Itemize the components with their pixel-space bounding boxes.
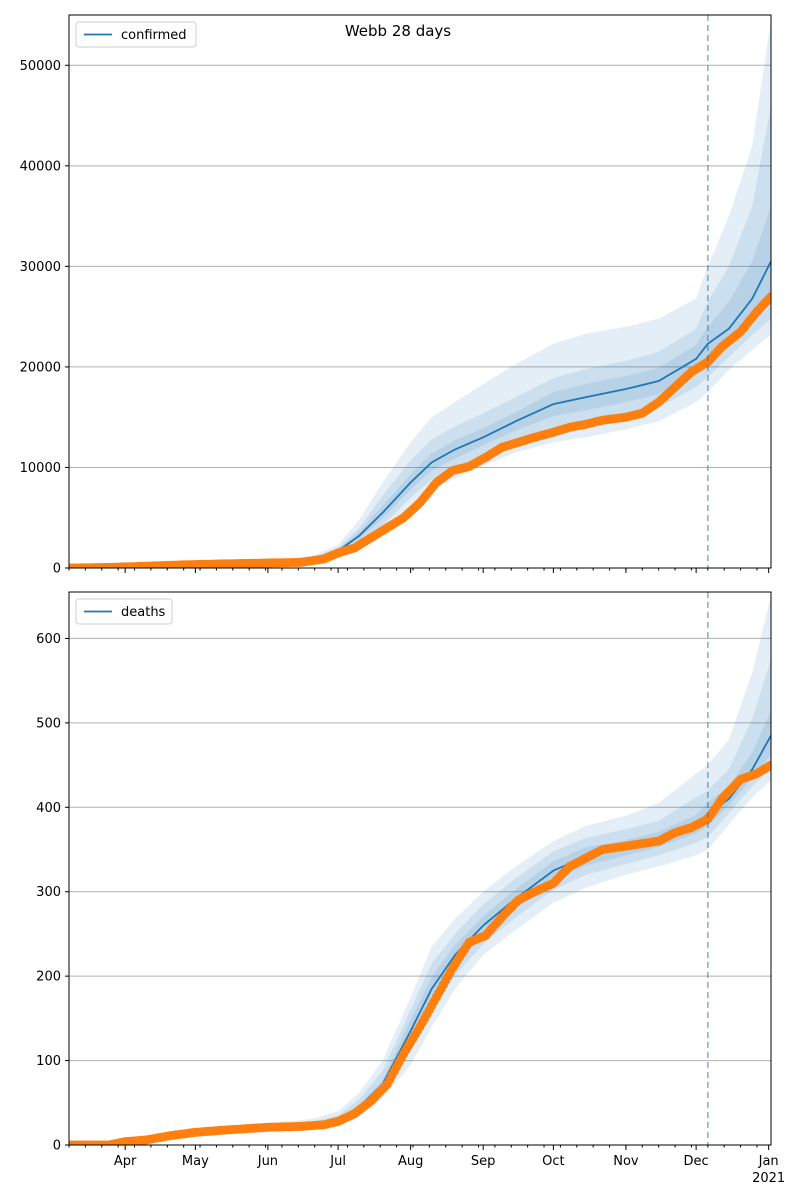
y-tick-label: 300 [36,885,61,900]
chart-panels: 0 10000 20000 30000 40000 50000 confirmed 0 100 2… [20,14,785,1186]
legend: confirmed [75,21,197,48]
y-tick-label: 100 [36,1054,61,1069]
y-tick-label: 40000 [20,159,61,174]
x-tick-label: May [182,1154,209,1169]
plot-area [69,20,771,568]
x-tick-label: Jun [257,1154,278,1169]
y-tick-label: 400 [36,801,61,816]
uncertainty-band-95pct [69,596,771,1145]
x-tick-label: Nov [613,1154,639,1169]
y-tick-label: 600 [36,632,61,647]
grid-lines [69,64,771,468]
grid-lines [69,637,771,1062]
x-tick-label: Sep [471,1154,496,1169]
legend-box [75,21,197,48]
legend-box [75,598,173,625]
plot-area [69,596,771,1145]
x-tick-label: Dec [684,1154,709,1169]
y-tick-label: 20000 [20,360,61,375]
observed-point [766,760,771,770]
y-tick-label: 10000 [20,461,61,476]
observed-points [69,292,771,568]
legend-label: confirmed [121,28,187,43]
uncertainty-band-95pct [69,20,771,568]
figure-title: Webb 28 days [345,22,451,40]
x-tick-label: Jul [329,1154,346,1169]
x-tick-label: Jan [758,1154,779,1169]
axes-frame [68,591,772,1146]
y-axis: 0 10000 20000 30000 40000 50000 [20,59,69,577]
y-tick-label: 500 [36,716,61,731]
x-axis [68,568,770,573]
observed-points [69,760,771,1145]
chart-panel-deaths: 0 100 200 300 400 500 600 Apr May Jun Jul Aug Sep Oct… [36,591,785,1186]
y-tick-label: 0 [53,562,61,577]
y-tick-label: 50000 [20,59,61,74]
x-tick-label: Oct [542,1154,564,1169]
uncertainty-band-80pct [69,105,771,568]
x-year-label: 2021 [752,1171,785,1186]
y-tick-label: 200 [36,970,61,985]
legend: deaths [75,598,173,625]
observed-point [766,292,771,301]
y-tick-label: 30000 [20,260,61,275]
legend-label: deaths [121,605,166,620]
y-axis: 0 100 200 300 400 500 600 [36,632,69,1154]
chart-panel-confirmed: 0 10000 20000 30000 40000 50000 confirmed [20,14,772,577]
x-tick-label: Aug [398,1154,423,1169]
axes-frame [68,14,772,569]
x-axis: Apr May Jun Jul Aug Sep Oct Nov Dec Jan 2021 [68,1145,785,1186]
x-tick-label: Apr [114,1154,137,1169]
y-tick-label: 0 [53,1139,61,1154]
